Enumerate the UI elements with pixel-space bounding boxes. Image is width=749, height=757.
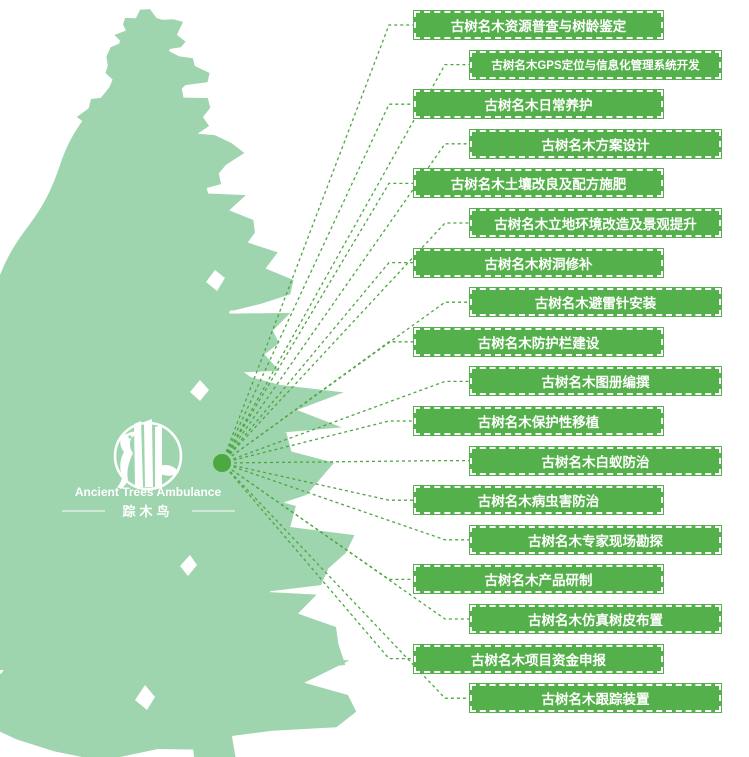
svg-text:Ancient Trees Ambulance: Ancient Trees Ambulance — [75, 485, 222, 499]
svg-text:踪木鸟: 踪木鸟 — [122, 504, 173, 519]
